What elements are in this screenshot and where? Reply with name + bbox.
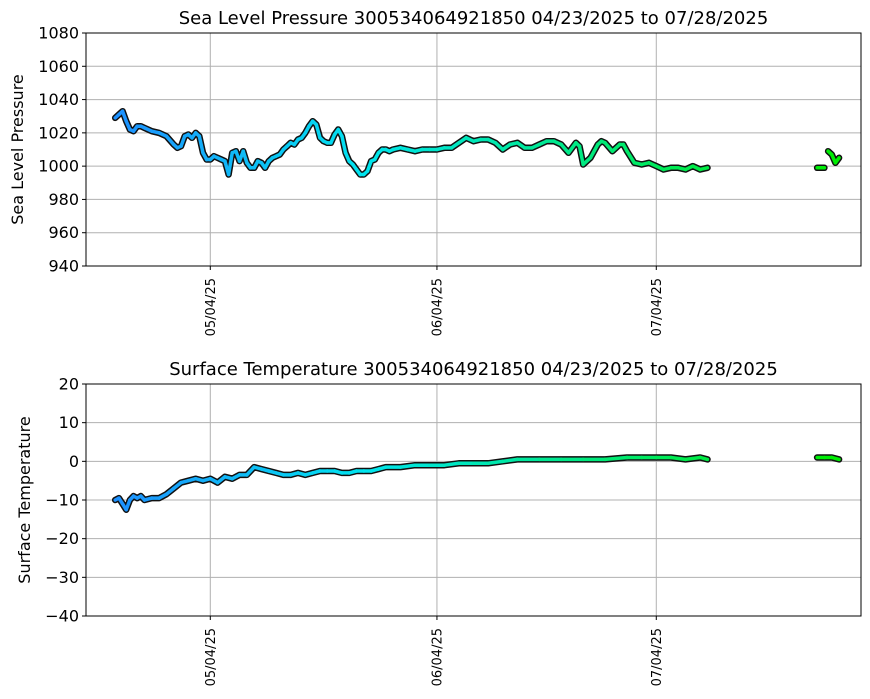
series-outline <box>111 107 711 178</box>
series-segment <box>566 141 578 155</box>
y-tick-label: 20 <box>59 375 79 394</box>
series-segment <box>698 455 710 462</box>
y-axis-label: Surface Temperature <box>15 416 34 583</box>
x-tick-label: 07/04/25 <box>650 278 665 336</box>
chart-title: Surface Temperature 300534064921850 04/2… <box>169 359 778 380</box>
y-axis-label: Sea Level Pressure <box>8 74 27 225</box>
series-segment <box>164 134 176 147</box>
y-tick-label: −30 <box>45 568 79 587</box>
series-group <box>111 454 843 513</box>
series-segment <box>197 134 205 155</box>
y-tick-label: 1020 <box>38 123 79 142</box>
series-segment <box>442 461 461 467</box>
series-segment <box>603 141 615 153</box>
x-tick-label: 07/04/25 <box>650 628 665 686</box>
chart-title: Sea Level Pressure 300534064921850 04/23… <box>179 8 769 29</box>
series-segment <box>365 159 373 173</box>
x-tick-label: 05/04/25 <box>204 628 219 686</box>
x-tick-label: 06/04/25 <box>430 278 445 336</box>
series-segment <box>314 122 322 140</box>
y-tick-label: 940 <box>48 257 79 276</box>
series-segment <box>120 109 128 123</box>
y-tick-label: 1060 <box>38 57 79 76</box>
axes-frame <box>85 32 862 267</box>
series-segment <box>486 459 505 466</box>
series-segment <box>683 455 702 462</box>
y-tick-label: 10 <box>59 413 79 432</box>
y-tick-label: 960 <box>48 223 79 242</box>
series-group <box>111 107 843 178</box>
series-segment <box>669 455 688 462</box>
y-tick-label: 1000 <box>38 157 79 176</box>
series-segment <box>588 142 600 160</box>
x-tick-label: 06/04/25 <box>430 628 445 686</box>
sea-level-pressure-chart: 940 960 980 1000 1020 1040 1060 1080 05/04/25 06/… <box>8 8 862 336</box>
series-segment <box>833 156 841 165</box>
y-tick-label: 1040 <box>38 90 79 109</box>
surface-temperature-chart: −40 −30 −20 −10 0 10 20 05/04/25 06/04/25 07/04/2… <box>15 359 862 686</box>
series-segment <box>398 463 417 469</box>
series-segment <box>245 465 256 477</box>
series-segment <box>179 134 187 148</box>
series-segment <box>559 142 571 155</box>
series-segment <box>603 455 629 462</box>
y-tick-label: −40 <box>45 607 79 626</box>
axes-frame <box>85 383 862 617</box>
series-segment <box>500 457 520 464</box>
y-tick-label: 0 <box>69 452 79 471</box>
series-segment <box>577 144 585 167</box>
series-segment <box>241 149 249 165</box>
y-tick-label: −10 <box>45 491 79 510</box>
x-tick-label: 05/04/25 <box>204 278 219 336</box>
y-tick-label: −20 <box>45 529 79 548</box>
y-tick-label: 1080 <box>38 24 79 43</box>
series-segment <box>698 166 710 172</box>
series-segment <box>226 151 234 177</box>
y-tick-label: 980 <box>48 190 79 209</box>
series-segment <box>830 455 841 462</box>
series-segment <box>625 149 637 165</box>
series-segment <box>340 134 348 155</box>
